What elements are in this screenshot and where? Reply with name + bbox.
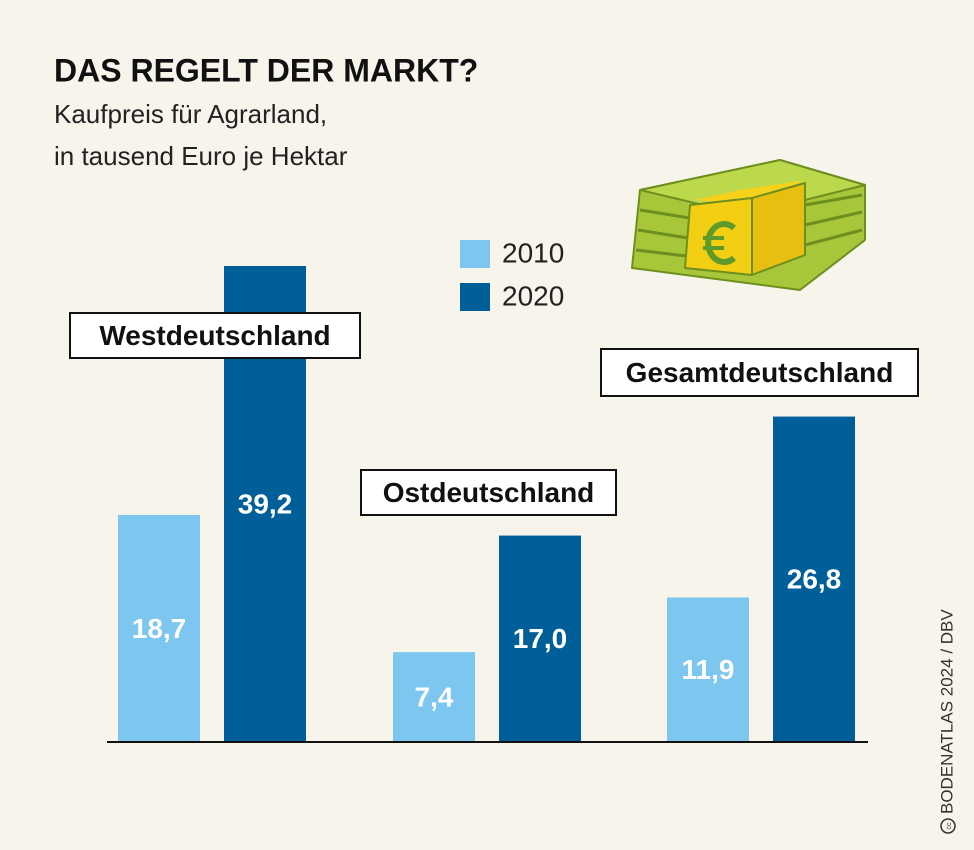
legend-swatch	[460, 283, 490, 311]
value-label: 26,8	[787, 564, 842, 595]
legend-label: 2020	[502, 280, 564, 311]
money-icon	[631, 159, 866, 291]
bar	[118, 514, 200, 742]
bar	[499, 535, 581, 742]
value-label: 11,9	[682, 654, 735, 685]
bar	[773, 416, 855, 742]
value-label: 17,0	[513, 623, 568, 654]
value-label: 7,4	[415, 681, 454, 712]
category-box	[69, 312, 361, 359]
chart-subtitle: Kaufpreis für Agrarland,	[54, 99, 327, 129]
value-label: 39,2	[238, 488, 293, 519]
legend-swatch	[460, 240, 490, 268]
category-label: Westdeutschland	[99, 320, 330, 351]
cc-icon: cc	[940, 818, 956, 834]
category-box	[600, 348, 919, 397]
svg-text:cc: cc	[946, 822, 953, 830]
bar	[667, 597, 749, 742]
chart-title: DAS REGELT DER MARKT?	[54, 52, 478, 88]
category-label: Ostdeutschland	[383, 477, 595, 508]
legend-label: 2010	[502, 237, 564, 268]
bar	[393, 652, 475, 742]
category-label: Gesamtdeutschland	[626, 357, 894, 388]
credit: BODENATLAS 2024 / DBV	[937, 609, 956, 814]
value-label: 18,7	[132, 613, 187, 644]
chart-subtitle: in tausend Euro je Hektar	[54, 141, 348, 171]
category-box	[360, 469, 617, 516]
